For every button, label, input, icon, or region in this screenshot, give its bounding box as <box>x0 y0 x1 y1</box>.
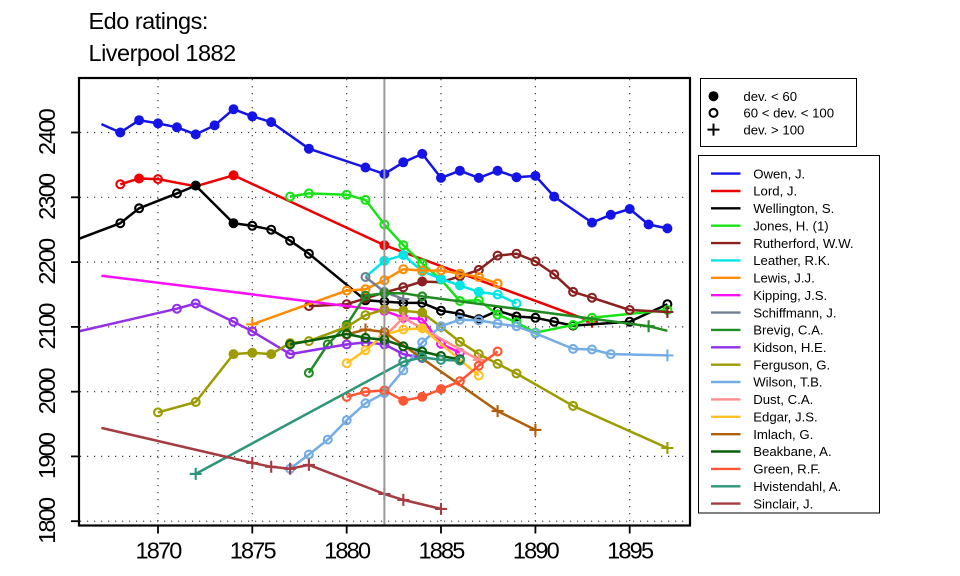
svg-text:1875: 1875 <box>230 538 277 564</box>
svg-text:Lewis, J.J.: Lewis, J.J. <box>753 271 815 286</box>
svg-text:Lord, J.: Lord, J. <box>753 184 797 199</box>
svg-text:Brevig, C.A.: Brevig, C.A. <box>753 323 823 338</box>
svg-text:dev. < 60: dev. < 60 <box>743 89 797 104</box>
svg-text:1800: 1800 <box>34 497 60 544</box>
svg-text:Hvistendahl, A.: Hvistendahl, A. <box>753 479 841 494</box>
svg-text:2100: 2100 <box>34 303 60 350</box>
svg-text:1880: 1880 <box>324 538 371 564</box>
svg-text:Kidson, H.E.: Kidson, H.E. <box>753 340 826 355</box>
svg-text:Wilson, T.B.: Wilson, T.B. <box>753 375 822 390</box>
svg-text:Ferguson, G.: Ferguson, G. <box>753 357 830 372</box>
svg-text:Edo ratings:: Edo ratings: <box>89 8 208 34</box>
svg-text:Jones, H. (1): Jones, H. (1) <box>753 218 829 233</box>
svg-text:1885: 1885 <box>418 538 465 564</box>
svg-text:2000: 2000 <box>34 367 60 414</box>
svg-text:Green, R.F.: Green, R.F. <box>753 462 820 477</box>
svg-text:Liverpool 1882: Liverpool 1882 <box>89 40 236 66</box>
svg-text:2300: 2300 <box>34 173 60 220</box>
svg-text:Sinclair, J.: Sinclair, J. <box>753 496 813 511</box>
svg-text:Imlach, G.: Imlach, G. <box>753 427 813 442</box>
svg-text:1900: 1900 <box>34 432 60 479</box>
svg-text:Schiffmann, J.: Schiffmann, J. <box>753 305 836 320</box>
svg-text:1890: 1890 <box>513 538 560 564</box>
svg-text:Dust, C.A.: Dust, C.A. <box>753 392 813 407</box>
svg-text:Edgar, J.S.: Edgar, J.S. <box>753 410 818 425</box>
svg-text:Owen, J.: Owen, J. <box>753 166 805 181</box>
svg-text:Kipping, J.S.: Kipping, J.S. <box>753 288 827 303</box>
svg-text:2200: 2200 <box>34 238 60 285</box>
svg-text:1895: 1895 <box>607 538 654 564</box>
svg-text:dev. > 100: dev. > 100 <box>743 122 804 137</box>
svg-text:1870: 1870 <box>135 538 182 564</box>
svg-text:Beakbane, A.: Beakbane, A. <box>753 444 831 459</box>
svg-text:2400: 2400 <box>34 108 60 155</box>
svg-text:Wellington, S.: Wellington, S. <box>753 201 834 216</box>
svg-text:Rutherford, W.W.: Rutherford, W.W. <box>753 236 853 251</box>
svg-text:60 < dev. < 100: 60 < dev. < 100 <box>743 106 834 121</box>
svg-text:Leather, R.K.: Leather, R.K. <box>753 253 830 268</box>
